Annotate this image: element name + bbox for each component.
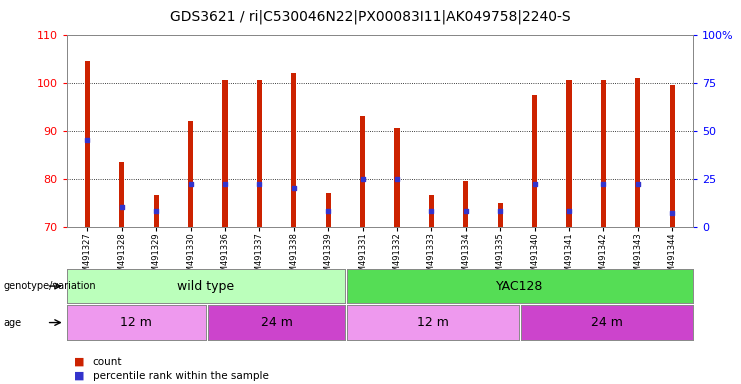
Text: GDS3621 / ri|C530046N22|PX00083I11|AK049758|2240-S: GDS3621 / ri|C530046N22|PX00083I11|AK049… (170, 10, 571, 24)
Point (632, 181, 644, 187)
Bar (463, 181, 468, 227)
Point (528, 181, 540, 187)
Point (425, 208, 437, 214)
Point (356, 175, 368, 182)
Point (391, 175, 403, 182)
Point (460, 208, 472, 214)
Point (82, 137, 93, 143)
Point (253, 181, 265, 187)
Bar (325, 193, 330, 227)
Text: YAC128: YAC128 (496, 280, 544, 293)
Point (288, 185, 299, 191)
Point (597, 181, 609, 187)
Text: ■: ■ (74, 357, 84, 367)
Bar (188, 121, 193, 227)
Bar (498, 202, 502, 227)
Bar (635, 78, 640, 227)
Bar (394, 128, 399, 227)
Text: 24 m: 24 m (261, 316, 293, 329)
Text: age: age (4, 318, 21, 328)
Point (185, 181, 196, 187)
Text: 12 m: 12 m (120, 316, 152, 329)
Text: percentile rank within the sample: percentile rank within the sample (93, 371, 268, 381)
Bar (153, 195, 159, 227)
Bar (429, 195, 434, 227)
Bar (222, 80, 227, 227)
Text: genotype/variation: genotype/variation (4, 281, 96, 291)
Bar (119, 162, 124, 227)
Point (322, 208, 334, 214)
Point (150, 208, 162, 214)
Bar (532, 94, 537, 227)
Text: count: count (93, 357, 122, 367)
Text: ■: ■ (74, 371, 84, 381)
Text: 24 m: 24 m (591, 316, 623, 329)
Bar (291, 73, 296, 227)
Bar (670, 85, 675, 227)
Bar (360, 116, 365, 227)
Text: 12 m: 12 m (417, 316, 449, 329)
Bar (257, 80, 262, 227)
Bar (601, 80, 606, 227)
Point (219, 181, 231, 187)
Text: wild type: wild type (177, 280, 234, 293)
Bar (84, 61, 90, 227)
Point (563, 208, 575, 214)
Bar (566, 80, 571, 227)
Point (116, 204, 127, 210)
Point (666, 210, 678, 216)
Point (494, 208, 506, 214)
